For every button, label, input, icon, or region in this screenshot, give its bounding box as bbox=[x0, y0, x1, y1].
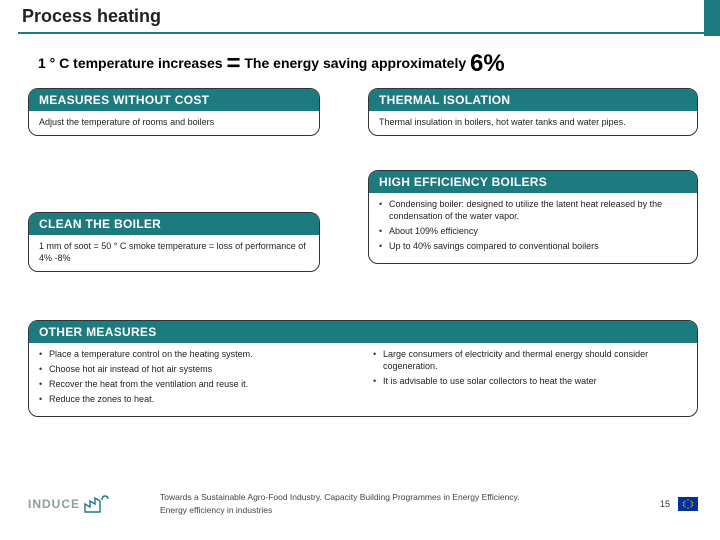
card-clean-header: CLEAN THE BOILER bbox=[29, 213, 319, 235]
footer-line2: Energy efficiency in industries bbox=[160, 504, 652, 517]
card-high-efficiency-header: HIGH EFFICIENCY BOILERS bbox=[369, 171, 697, 193]
card-thermal: THERMAL ISOLATION Thermal insulation in … bbox=[368, 88, 698, 136]
factory-icon bbox=[84, 494, 110, 514]
high-efficiency-list: Condensing boiler: designed to utilize t… bbox=[379, 198, 687, 253]
list-item: Large consumers of electricity and therm… bbox=[373, 348, 687, 372]
list-item: Place a temperature control on the heati… bbox=[39, 348, 353, 360]
title-bar: Process heating bbox=[0, 0, 720, 36]
card-other: OTHER MEASURES Place a temperature contr… bbox=[28, 320, 698, 417]
headline-right: The energy saving approximately bbox=[244, 55, 466, 71]
other-col-right: Large consumers of electricity and therm… bbox=[373, 348, 687, 409]
card-measures-header: MEASURES WITHOUT COST bbox=[29, 89, 319, 111]
card-other-body: Place a temperature control on the heati… bbox=[29, 343, 697, 416]
page-number: 15 bbox=[652, 499, 678, 509]
logo-text: INDUCE bbox=[28, 497, 80, 511]
card-high-efficiency-body: Condensing boiler: designed to utilize t… bbox=[369, 193, 697, 263]
title-accent bbox=[704, 0, 720, 36]
list-item: About 109% efficiency bbox=[379, 225, 687, 237]
footer: INDUCE Towards a Sustainable Agro-Food I… bbox=[28, 478, 698, 530]
card-thermal-body: Thermal insulation in boilers, hot water… bbox=[369, 111, 697, 135]
footer-line1: Towards a Sustainable Agro-Food Industry… bbox=[160, 491, 652, 504]
list-item: Choose hot air instead of hot air system… bbox=[39, 363, 353, 375]
headline-percent: 6% bbox=[470, 50, 505, 77]
title-underline bbox=[18, 32, 708, 34]
headline: 1 ° C temperature increases = The energy… bbox=[38, 50, 505, 78]
card-thermal-header: THERMAL ISOLATION bbox=[369, 89, 697, 111]
page-title: Process heating bbox=[22, 6, 161, 27]
list-item: Condensing boiler: designed to utilize t… bbox=[379, 198, 687, 222]
card-measures: MEASURES WITHOUT COST Adjust the tempera… bbox=[28, 88, 320, 136]
card-clean: CLEAN THE BOILER 1 mm of soot = 50 ° C s… bbox=[28, 212, 320, 272]
logo: INDUCE bbox=[28, 494, 148, 514]
headline-left: 1 ° C temperature increases bbox=[38, 55, 223, 71]
list-item: Up to 40% savings compared to convention… bbox=[379, 240, 687, 252]
list-item: It is advisable to use solar collectors … bbox=[373, 375, 687, 387]
other-col-left: Place a temperature control on the heati… bbox=[39, 348, 353, 409]
eu-flag-icon bbox=[678, 497, 698, 511]
headline-equals: = bbox=[226, 50, 240, 77]
card-clean-body: 1 mm of soot = 50 ° C smoke temperature … bbox=[29, 235, 319, 271]
card-high-efficiency: HIGH EFFICIENCY BOILERS Condensing boile… bbox=[368, 170, 698, 264]
card-measures-body: Adjust the temperature of rooms and boil… bbox=[29, 111, 319, 135]
card-other-header: OTHER MEASURES bbox=[29, 321, 697, 343]
list-item: Reduce the zones to heat. bbox=[39, 393, 353, 405]
footer-text: Towards a Sustainable Agro-Food Industry… bbox=[148, 491, 652, 517]
list-item: Recover the heat from the ventilation an… bbox=[39, 378, 353, 390]
